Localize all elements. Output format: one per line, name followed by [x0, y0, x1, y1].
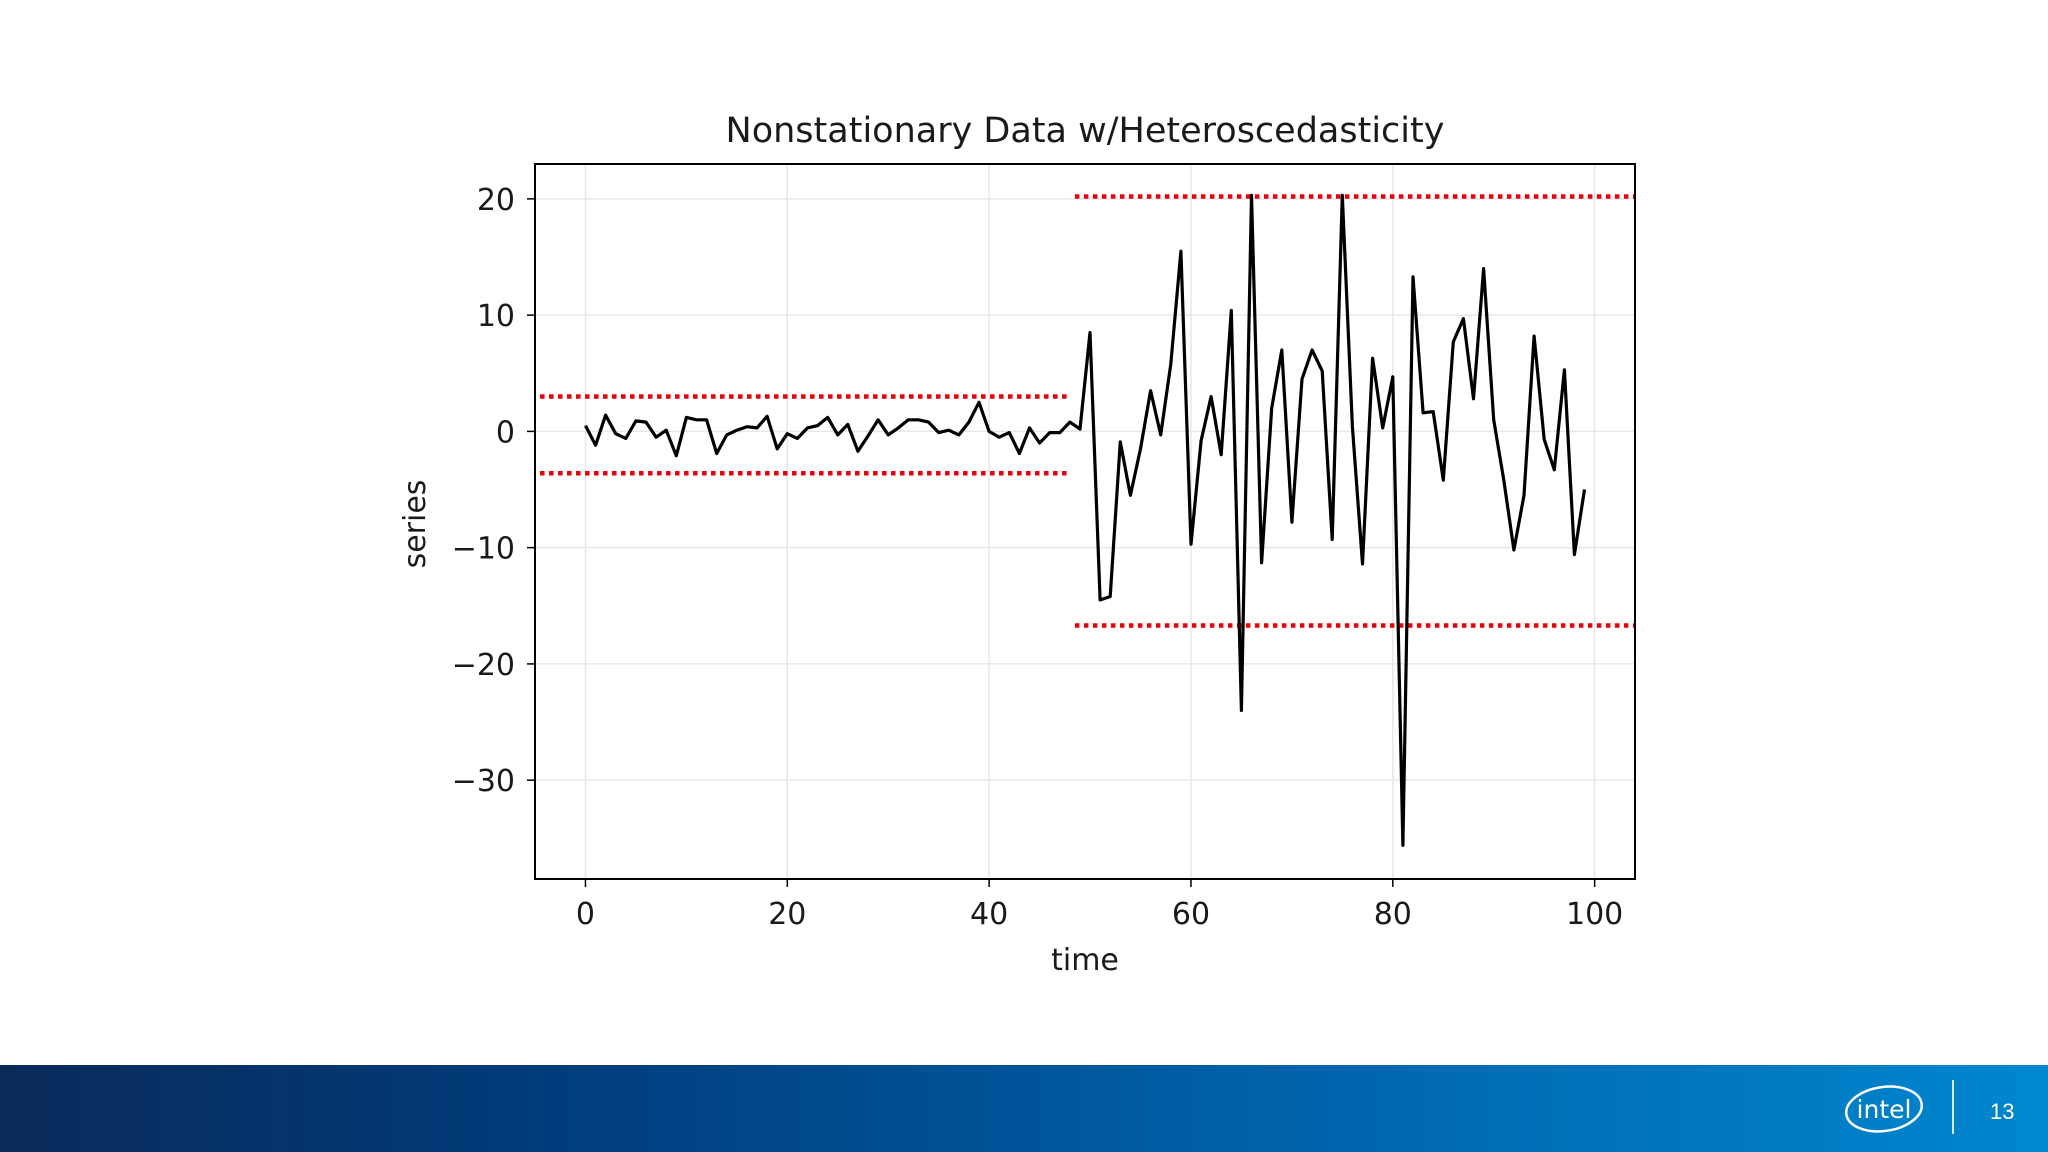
y-axis-ticks: −30 −20 −10 0 10 20	[452, 183, 535, 799]
series-line	[584, 193, 1587, 847]
x-axis-ticks: 0 20 40 60 80 100	[576, 879, 1623, 932]
footer-bar	[0, 1065, 2048, 1152]
x-axis-label: time	[1051, 943, 1119, 978]
y-axis-label: series	[398, 480, 433, 569]
y-tick-label: 20	[477, 183, 515, 218]
x-tick-label: 0	[576, 897, 595, 932]
logo-text: intel	[1857, 1095, 1912, 1124]
plot-frame	[534, 163, 1636, 880]
x-tick-label: 20	[768, 897, 806, 932]
x-tick-label: 100	[1566, 897, 1623, 932]
intel-logo-icon: intel	[1844, 1085, 1924, 1133]
y-tick-label: 0	[496, 415, 515, 450]
footer-divider	[1952, 1080, 1954, 1134]
y-tick-label: −20	[452, 648, 515, 683]
chart-grid	[535, 164, 1635, 879]
x-tick-label: 80	[1374, 897, 1412, 932]
x-tick-label: 60	[1172, 897, 1210, 932]
chart-title: Nonstationary Data w/Heteroscedasticity	[726, 111, 1445, 151]
y-tick-label: 10	[477, 299, 515, 334]
x-tick-label: 40	[970, 897, 1008, 932]
y-tick-label: −10	[452, 532, 515, 567]
page-number: 13	[1990, 1099, 2015, 1124]
variance-bounds	[540, 194, 1635, 628]
y-tick-label: −30	[452, 764, 515, 799]
chart: 0 20 40 60 80 100 −30 −20 −10 0 10 20 Nonstationar…	[398, 111, 1636, 978]
